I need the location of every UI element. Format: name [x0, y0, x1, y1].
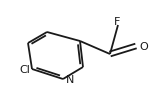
Text: O: O — [139, 42, 148, 52]
Text: Cl: Cl — [19, 64, 30, 74]
Text: N: N — [66, 74, 74, 84]
Text: F: F — [114, 17, 120, 27]
